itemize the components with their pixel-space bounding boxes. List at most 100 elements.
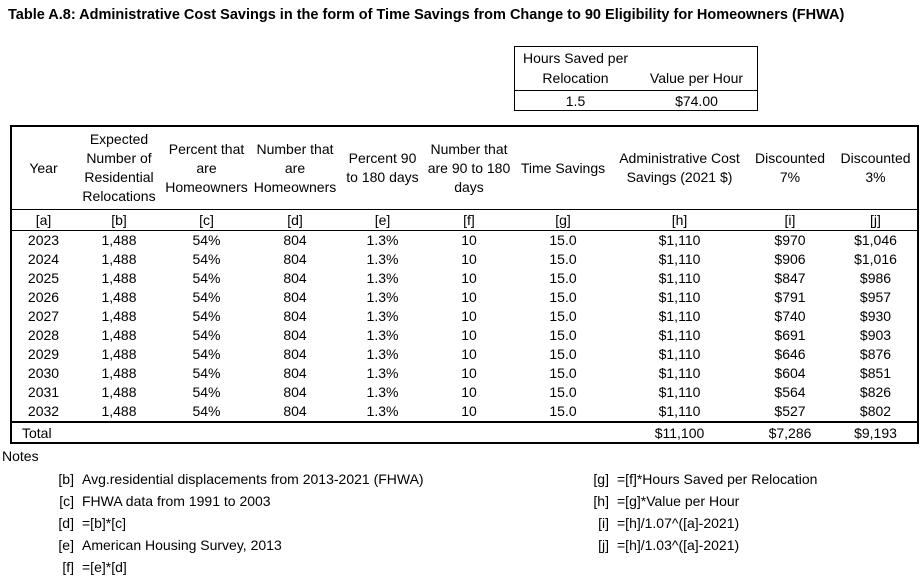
cell-j: $851 (859, 365, 892, 381)
cell-g: 15.0 (549, 327, 577, 343)
params-header-row: Hours Saved per Relocation Value per Hou… (514, 46, 758, 91)
column-key-j: [j] (834, 209, 918, 231)
cell-i: $791 (774, 289, 806, 305)
cell-g: 15.0 (549, 365, 577, 381)
params-values-row: 1.5 $74.00 (515, 91, 758, 111)
cell-h: $1,110 (658, 308, 701, 324)
cell-f: 10 (461, 346, 477, 362)
cell-i: $691 (774, 327, 806, 343)
note-key: [h] (593, 493, 609, 509)
params-col1-header: Hours Saved per Relocation (514, 46, 636, 91)
cell-d: 804 (283, 346, 307, 362)
column-header-j: Discounted 3% (834, 126, 918, 210)
column-header-d: Number that are Homeowners (250, 126, 340, 210)
column-header-g: Time Savings (513, 126, 613, 210)
cell-g: 15.0 (549, 251, 577, 267)
column-key-a: [a] (11, 209, 75, 231)
column-header-a: Year (11, 126, 75, 210)
cell-a: 2024 (27, 251, 60, 267)
note-key: [b] (58, 471, 74, 487)
note-key: [c] (59, 493, 74, 509)
cell-a: 2030 (27, 365, 60, 381)
cell-a: 2029 (27, 346, 60, 362)
main-key-row: [a] [b] [c] [d] [e] [f] [g] [h] [i] [j] (11, 209, 918, 231)
cell-d: 804 (283, 365, 307, 381)
column-key-h: [h] (613, 209, 746, 231)
note-line: [h] =[g]*Value per Hour (583, 490, 817, 512)
note-line: [f] =[e]*[d] (48, 556, 922, 577)
note-line: [j] =[h]/1.03^([a]-2021) (583, 534, 817, 556)
cell-d: 804 (283, 251, 307, 267)
cell-a: 2023 (27, 232, 60, 248)
cell-e: 1.3% (366, 270, 399, 286)
total-label: Total (11, 421, 75, 443)
cell-i: $527 (774, 403, 806, 419)
note-key: [f] (62, 559, 74, 575)
cell-c: 54% (192, 327, 221, 343)
note-text: =[h]/1.07^([a]-2021) (617, 515, 740, 531)
note-line: [e] American Housing Survey, 2013 (48, 534, 922, 556)
cell-g: 15.0 (549, 403, 577, 419)
cell-h: $1,110 (658, 289, 701, 305)
note-text: =[g]*Value per Hour (617, 493, 740, 509)
cell-b: 1,488 (101, 308, 137, 324)
cell-b: 1,488 (101, 289, 137, 305)
table-row: 2026 1,488 54% 804 1.3% 10 15.0 $1,110 $791 $957 (11, 288, 918, 307)
cell-j: $1,016 (854, 251, 897, 267)
cell-b: 1,488 (101, 403, 137, 419)
column-key-b: [b] (75, 209, 163, 231)
table-row: 2024 1,488 54% 804 1.3% 10 15.0 $1,110 $906 $1,01… (11, 250, 918, 269)
cell-f: 10 (461, 251, 477, 267)
cell-j: $876 (859, 346, 892, 362)
table-row: 2028 1,488 54% 804 1.3% 10 15.0 $1,110 $691 $903 (11, 326, 918, 345)
note-line: [c] FHWA data from 1991 to 2003 (48, 490, 922, 512)
cell-d: 804 (283, 403, 307, 419)
cell-b: 1,488 (101, 365, 137, 381)
cell-a: 2028 (27, 327, 60, 343)
cell-c: 54% (192, 232, 221, 248)
cell-b: 1,488 (101, 327, 137, 343)
note-key: [i] (598, 515, 609, 531)
cell-d: 804 (283, 289, 307, 305)
note-text: =[b]*[c] (82, 515, 126, 531)
cell-d: 804 (283, 270, 307, 286)
params-col2-header: Value per Hour (636, 46, 758, 91)
cell-c: 54% (192, 346, 221, 362)
cell-c: 54% (192, 289, 221, 305)
note-text: Avg.residential displacements from 2013-… (82, 471, 424, 487)
cell-a: 2031 (27, 384, 60, 400)
cell-a: 2027 (27, 308, 60, 324)
cell-h: $1,110 (658, 232, 701, 248)
page-title: Table A.8: Administrative Cost Savings i… (8, 7, 845, 23)
cell-j: $930 (859, 308, 892, 324)
cell-h: $1,110 (658, 251, 701, 267)
cell-j: $802 (859, 403, 892, 419)
params-table: Hours Saved per Relocation Value per Hou… (514, 46, 758, 111)
cell-g: 15.0 (549, 308, 577, 324)
cell-f: 10 (461, 289, 477, 305)
cell-d: 804 (283, 327, 307, 343)
note-text: =[e]*[d] (82, 559, 127, 575)
note-text: FHWA data from 1991 to 2003 (82, 493, 271, 509)
cell-i: $906 (774, 251, 806, 267)
cell-c: 54% (192, 251, 221, 267)
cell-f: 10 (461, 365, 477, 381)
cell-j: $957 (859, 289, 892, 305)
total-admin-cost: $11,100 (613, 421, 746, 443)
cell-g: 15.0 (549, 346, 577, 362)
params-col1-value: 1.5 (565, 92, 586, 109)
total-row: Total $11,100 $7,286 $9,193 (11, 421, 918, 443)
note-line: [d] =[b]*[c] (48, 512, 922, 534)
cell-f: 10 (461, 308, 477, 324)
cell-g: 15.0 (549, 270, 577, 286)
cell-f: 10 (461, 384, 477, 400)
cell-h: $1,110 (658, 384, 701, 400)
cell-e: 1.3% (366, 251, 399, 267)
column-key-f: [f] (425, 209, 513, 231)
cell-j: $1,046 (854, 232, 897, 248)
cell-c: 54% (192, 308, 221, 324)
cell-a: 2026 (27, 289, 60, 305)
note-line: [i] =[h]/1.07^([a]-2021) (583, 512, 817, 534)
table-row: 2030 1,488 54% 804 1.3% 10 15.0 $1,110 $604 $851 (11, 364, 918, 383)
